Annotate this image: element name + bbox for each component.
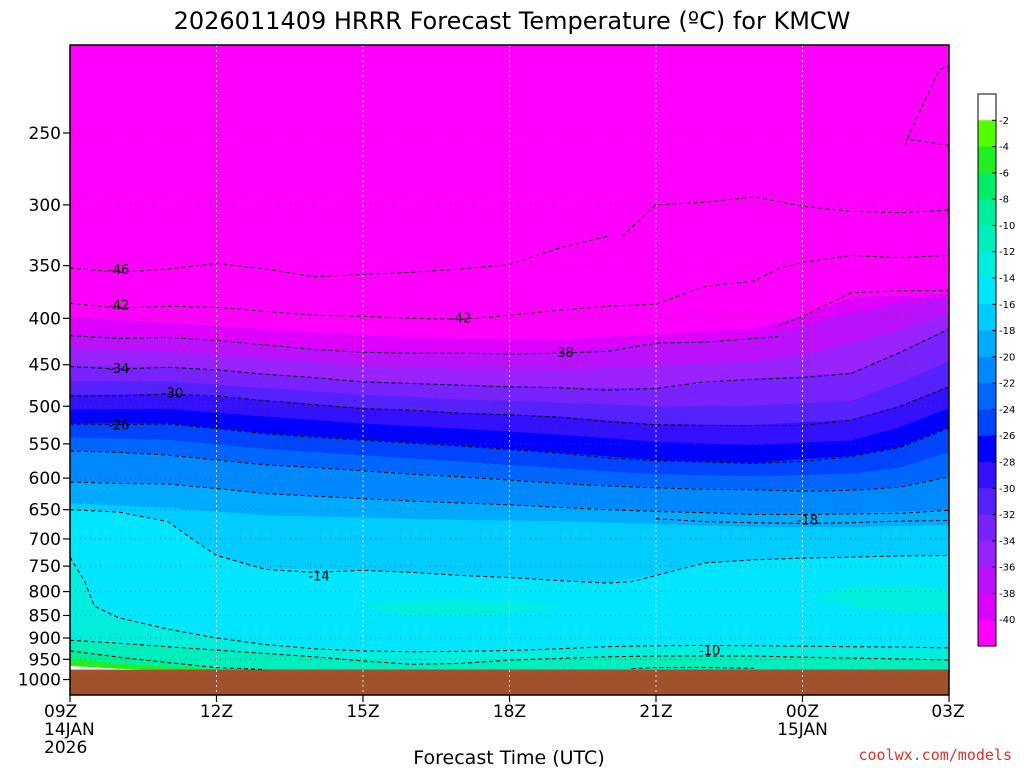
contour-label: -14 (308, 569, 329, 584)
contour-lines (70, 65, 949, 671)
contour-label: -42 (450, 311, 471, 326)
y-tick-label: 650 (29, 501, 61, 521)
x-tick-label: 03Z (931, 702, 964, 722)
y-tick-label: 800 (29, 583, 61, 603)
colorbar: -2 -4 -6 -8 -10 -12 -14 -16 -18 -20 -22 -24 -26 -28 -3… (977, 93, 1015, 647)
colorbar-label: -24 (999, 405, 1015, 416)
y-tick-label: 300 (29, 196, 61, 216)
x-tick-label: 14JAN (44, 720, 95, 740)
contour-line (70, 302, 608, 320)
contour-label: -34 (108, 362, 129, 377)
contour-line (70, 335, 779, 355)
y-tick-label: 600 (29, 469, 61, 489)
y-tick-label: 850 (29, 606, 61, 626)
colorbar-swatch (978, 356, 996, 384)
contour-line (70, 556, 949, 653)
colorbar-label: -12 (999, 247, 1015, 258)
contour-label-group: -46 -42 -42 -38 -34 -30 -26 -18 -14 -10 (108, 263, 818, 659)
colorbar-swatch (978, 488, 996, 516)
colorbar-swatch (978, 540, 996, 568)
colorbar-label: -40 (999, 615, 1015, 626)
grid-lines (70, 45, 949, 695)
contour-line (905, 138, 949, 146)
colorbar-swatch (978, 514, 996, 542)
colorbar-label: -2 (999, 116, 1009, 127)
x-tick-label: 15Z (346, 702, 379, 722)
credit-text[interactable]: coolwx.com/models (858, 746, 1012, 764)
y-tick-label: 700 (29, 530, 61, 550)
colorbar-label: -28 (999, 458, 1015, 469)
colorbar-swatch (978, 94, 996, 121)
y-tick-label: 250 (29, 124, 61, 144)
y-tick-label: 1000 (18, 671, 61, 691)
colorbar-swatch (978, 278, 996, 305)
colorbar-label: -26 (999, 431, 1015, 442)
contour-label: -38 (553, 346, 574, 361)
colorbar-swatch (978, 567, 996, 594)
colorbar-label: -4 (999, 142, 1009, 153)
contour-label: -10 (699, 644, 720, 659)
y-tick-label: 450 (29, 356, 61, 376)
colorbar-label: -36 (999, 563, 1015, 574)
colorbar-swatch (978, 462, 996, 489)
y-tick-label: 550 (29, 435, 61, 455)
colorbar-label: -14 (999, 274, 1015, 285)
contour-line (607, 254, 949, 307)
x-tick-label: 09Z (44, 702, 77, 722)
colorbar-swatch (978, 330, 996, 358)
colorbar-swatch (978, 435, 996, 463)
y-tick-label: 400 (29, 309, 61, 329)
colorbar-label: -20 (999, 352, 1015, 363)
contour-line (777, 290, 949, 327)
colorbar-label: -8 (999, 195, 1009, 206)
colorbar-label: -38 (999, 589, 1015, 600)
colorbar-swatch (978, 225, 996, 253)
colorbar-swatch (978, 172, 996, 200)
x-tick-label: 12Z (200, 702, 233, 722)
contour-label: -26 (108, 418, 129, 433)
x-tick-label: 2026 (44, 738, 87, 758)
contour-line (621, 196, 949, 237)
x-tick-label: 18Z (493, 702, 526, 722)
colorbar-label: -18 (999, 326, 1015, 337)
contour-label: -30 (162, 386, 183, 401)
colorbar-label: -6 (999, 168, 1009, 179)
colorbar-label: -30 (999, 484, 1015, 495)
colorbar-swatch (978, 120, 996, 148)
contour-line (70, 650, 266, 671)
x-axis-label: Forecast Time (UTC) (413, 747, 604, 768)
contour-label: -18 (797, 513, 818, 528)
colorbar-frame (977, 93, 997, 647)
contour-line (851, 328, 949, 374)
y-tick-label: 950 (29, 650, 61, 670)
colorbar-swatch (978, 383, 996, 410)
colorbar-swatch (978, 304, 996, 332)
colorbar-swatch (978, 146, 996, 174)
contour-line (70, 235, 608, 278)
y-tick-label: 350 (29, 257, 61, 277)
colorbar-swatch (978, 251, 996, 279)
chart-title: 2026011409 HRRR Forecast Temperature (ºC… (174, 7, 851, 35)
colorbar-label: -10 (999, 221, 1015, 232)
contour-label: -46 (108, 263, 129, 278)
colorbar-label: -22 (999, 379, 1015, 390)
x-tick-label: 00Z (786, 702, 819, 722)
colorbar-label: -34 (999, 536, 1015, 547)
colorbar-label: -32 (999, 510, 1015, 521)
colorbar-label: -16 (999, 300, 1015, 311)
y-tick-label: 750 (29, 557, 61, 577)
contour-line (70, 366, 852, 391)
x-tick-label: 21Z (639, 702, 672, 722)
x-tick-label: 15JAN (777, 720, 828, 740)
y-tick-label: 500 (29, 397, 61, 417)
colorbar-swatch (978, 593, 996, 621)
contour-label: -42 (108, 298, 129, 313)
y-tick-label: 900 (29, 629, 61, 649)
colorbar-swatch (978, 199, 996, 226)
y-axis: 250 300 350 400 450 500 550 600 650 700 750 800 850 9… (18, 124, 70, 691)
colorbar-swatch (978, 619, 996, 647)
colorbar-swatch (978, 409, 996, 437)
